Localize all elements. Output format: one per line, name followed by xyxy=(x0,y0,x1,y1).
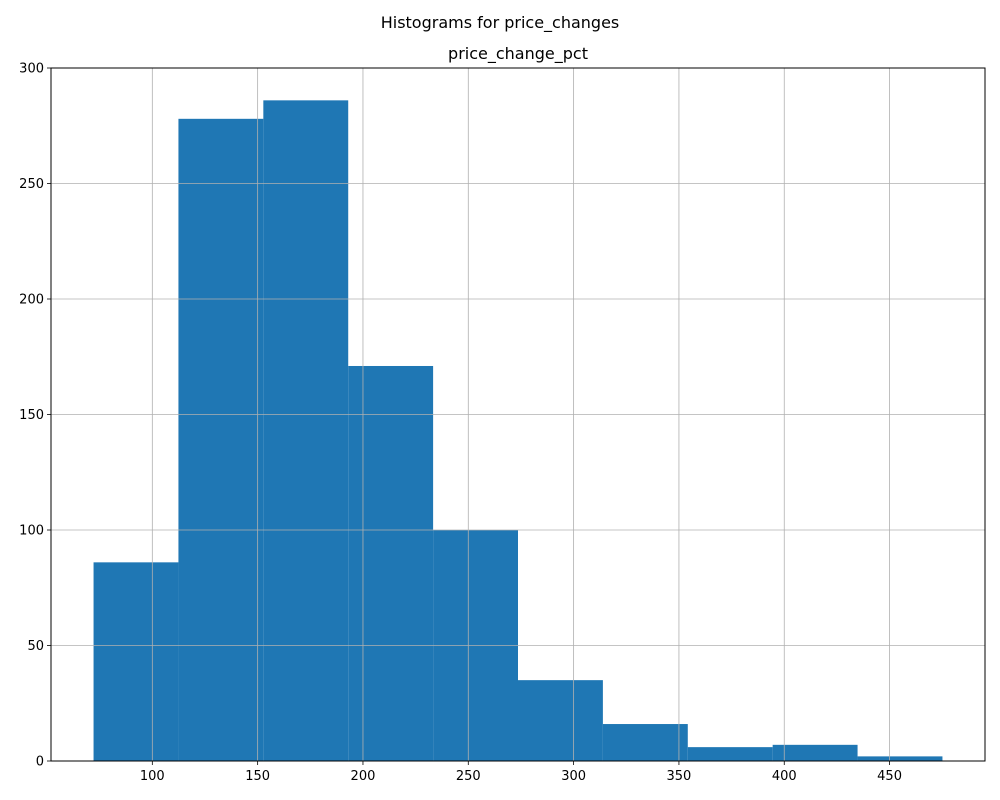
chart-title: price_change_pct xyxy=(448,44,588,63)
y-tick-label: 150 xyxy=(19,408,44,423)
bars-layer xyxy=(93,100,943,762)
histogram-bar xyxy=(518,680,603,761)
y-tick-label: 250 xyxy=(19,177,44,192)
x-tick-label: 450 xyxy=(877,769,902,784)
histogram-bar xyxy=(602,724,688,761)
x-tick-label: 200 xyxy=(351,769,376,784)
histogram-bar xyxy=(348,365,434,761)
x-tick-label: 400 xyxy=(772,769,797,784)
y-tick-label: 100 xyxy=(19,524,44,539)
y-tick-label: 200 xyxy=(19,293,44,308)
histogram-bar xyxy=(178,118,264,761)
histogram-bar xyxy=(93,562,179,761)
x-tick-label: 100 xyxy=(140,769,165,784)
x-tick-label: 300 xyxy=(561,769,586,784)
histogram-bar xyxy=(687,747,773,761)
x-tick-label: 350 xyxy=(667,769,692,784)
histogram-bar xyxy=(857,756,943,761)
x-tick-label: 250 xyxy=(456,769,481,784)
y-ticks-layer: 0 50 100 150 200 250 300 xyxy=(19,62,51,770)
histogram-bar xyxy=(263,100,349,762)
x-tick-label: 150 xyxy=(245,769,270,784)
y-tick-label: 50 xyxy=(27,639,44,654)
x-ticks-layer: 100 150 200 250 300 350 400 450 xyxy=(140,761,902,784)
figure-suptitle: Histograms for price_changes xyxy=(380,13,620,32)
y-tick-label: 0 xyxy=(36,755,44,770)
y-tick-label: 300 xyxy=(19,62,44,77)
histogram-bar xyxy=(772,744,858,761)
